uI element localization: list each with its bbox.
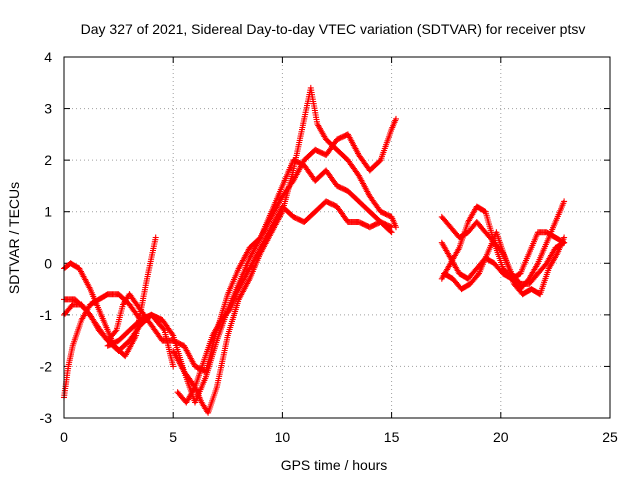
grid (64, 57, 610, 418)
x-tick-label: 15 (384, 429, 400, 445)
x-tick-label: 25 (602, 429, 618, 445)
chart-title: Day 327 of 2021, Sidereal Day-to-day VTE… (81, 21, 586, 37)
y-tick-label: -1 (40, 307, 53, 323)
x-tick-label: 5 (169, 429, 177, 445)
plot-frame (63, 56, 611, 419)
data-point-cluster (174, 198, 395, 406)
y-tick-labels: -3 -2 -1 0 1 2 3 4 (40, 49, 53, 426)
y-tick-label: 2 (44, 152, 52, 168)
axis-ticks (63, 56, 611, 419)
x-tick-label: 0 (60, 429, 68, 445)
data-point-cluster (61, 291, 177, 401)
y-tick-label: 0 (44, 255, 52, 271)
y-tick-label: 3 (44, 101, 52, 117)
data-marks (61, 84, 568, 416)
y-tick-label: -2 (40, 358, 53, 374)
series-track-4 (61, 291, 177, 401)
x-tick-labels: 0 5 10 15 20 25 (60, 429, 618, 445)
y-tick-label: -3 (40, 410, 53, 426)
y-axis-label: SDTVAR / TECUs (6, 182, 22, 294)
x-tick-label: 20 (493, 429, 509, 445)
x-tick-label: 10 (275, 429, 291, 445)
y-tick-label: 4 (44, 49, 52, 65)
series-track-12 (441, 229, 568, 298)
series-track-8 (174, 198, 395, 406)
y-tick-label: 1 (44, 204, 52, 220)
x-axis-label: GPS time / hours (281, 457, 388, 473)
data-point-cluster (441, 229, 568, 298)
